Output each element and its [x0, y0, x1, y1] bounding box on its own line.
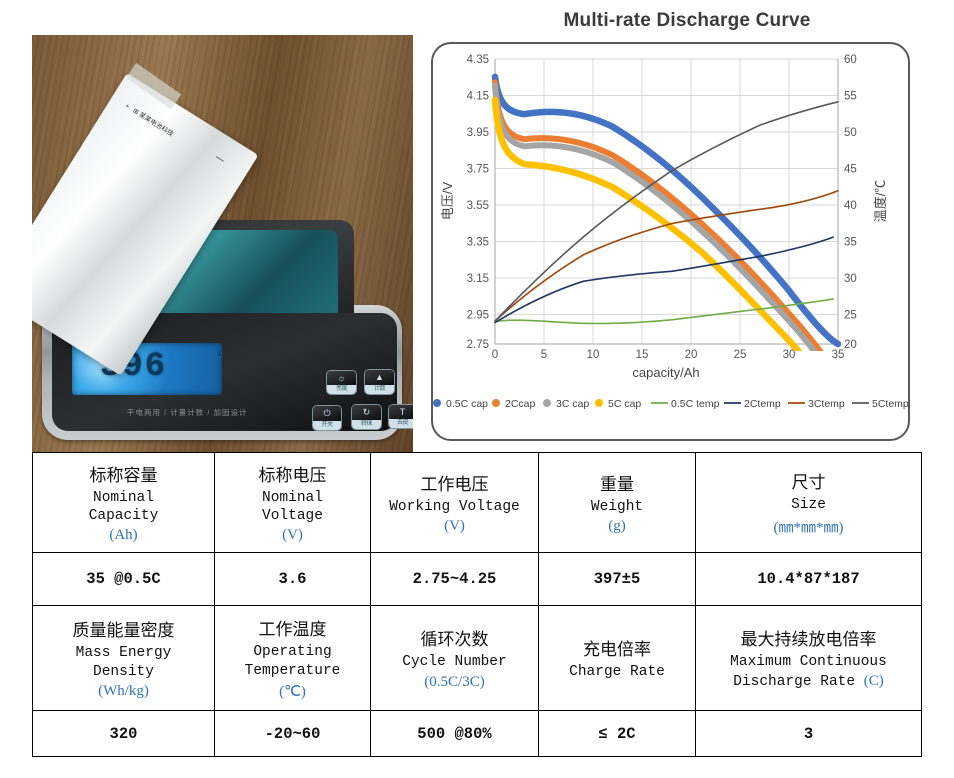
svg-text:2Ccap: 2Ccap: [505, 398, 536, 410]
svg-text:2Ctemp: 2Ctemp: [744, 398, 781, 410]
svg-text:5Ctemp: 5Ctemp: [872, 398, 909, 410]
svg-text:5C cap: 5C cap: [608, 398, 641, 410]
svg-text:0.5C cap: 0.5C cap: [446, 398, 488, 410]
svg-text:0.5C temp: 0.5C temp: [671, 398, 720, 410]
svg-text:3Ctemp: 3Ctemp: [808, 398, 845, 410]
svg-text:3C cap: 3C cap: [556, 398, 589, 410]
